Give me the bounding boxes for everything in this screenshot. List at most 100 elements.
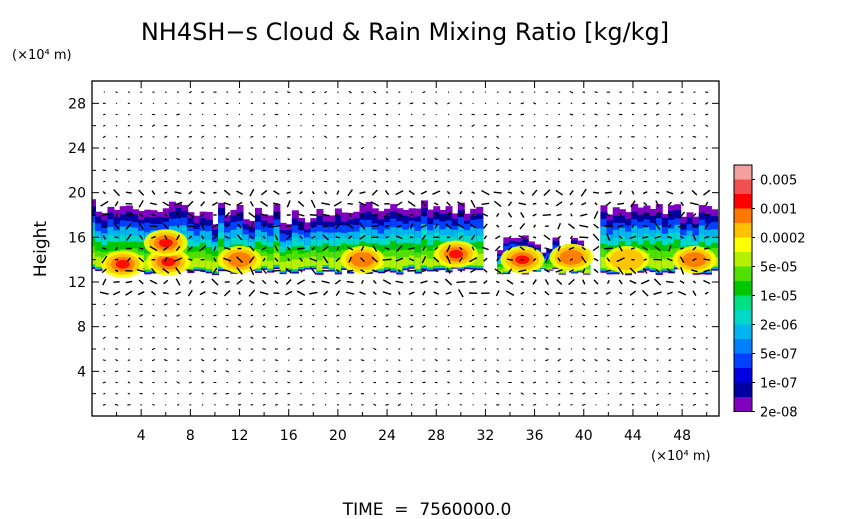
wind-vector: [176, 113, 180, 116]
wind-vector: [593, 268, 599, 274]
wind-vector: [447, 392, 450, 395]
wind-vector: [177, 169, 179, 172]
wind-vector: [238, 381, 241, 384]
wind-vector: [188, 135, 192, 138]
wind-vector: [680, 113, 684, 116]
wind-vector: [385, 392, 389, 395]
wind-vector: [705, 158, 708, 161]
wind-vector: [605, 201, 612, 207]
wind-vector: [692, 258, 697, 262]
wind-vector: [680, 191, 684, 195]
wind-vector: [272, 224, 281, 228]
wind-vector: [149, 245, 158, 252]
wind-vector: [496, 91, 499, 93]
wind-vector: [459, 359, 462, 361]
wind-vector: [139, 135, 143, 138]
wind-vector: [532, 213, 537, 217]
wind-vector: [433, 291, 440, 295]
wind-vector: [275, 303, 278, 306]
wind-vector: [373, 147, 376, 149]
wind-vector: [420, 224, 428, 229]
wind-vector: [518, 269, 527, 273]
wind-vector: [286, 191, 291, 194]
wind-vector: [457, 201, 465, 207]
wind-vector: [311, 246, 316, 251]
wind-vector: [544, 247, 550, 250]
wind-vector: [483, 235, 488, 240]
wind-vector: [200, 191, 206, 195]
wind-vector: [187, 269, 194, 273]
cloud-layer-cell: [199, 257, 207, 268]
colorbar-label: 5e-07: [760, 348, 798, 363]
cloud-core: [609, 249, 644, 271]
wind-vector: [151, 124, 156, 128]
wind-vector: [446, 190, 451, 195]
wind-vector: [236, 201, 243, 206]
wind-vector: [324, 392, 327, 395]
wind-vector: [532, 246, 537, 251]
wind-vector: [188, 169, 192, 172]
wind-vector: [654, 222, 661, 231]
wind-vector: [373, 347, 377, 351]
wind-vector: [631, 325, 635, 328]
cloud-layer-cell: [285, 261, 293, 269]
wind-vector: [175, 291, 181, 295]
wind-vector: [249, 222, 255, 231]
wind-vector: [373, 359, 376, 361]
wind-vector: [557, 257, 562, 263]
wind-vector: [631, 124, 635, 127]
wind-vector: [495, 146, 500, 150]
wind-vector: [619, 325, 622, 328]
wind-vector: [508, 404, 512, 406]
wind-vector: [395, 257, 404, 262]
wind-vector: [211, 201, 218, 206]
wind-vector: [409, 223, 414, 229]
cloud-layer-cell: [334, 258, 342, 270]
wind-vector: [113, 223, 120, 230]
wind-vector: [200, 370, 205, 373]
wind-vector: [188, 258, 193, 261]
wind-vector: [373, 180, 377, 183]
cloud-core: [448, 249, 463, 259]
wind-vector: [447, 314, 450, 317]
wind-vector: [557, 348, 561, 350]
wind-vector: [213, 325, 217, 328]
wind-vector: [300, 147, 302, 149]
wind-vector: [103, 392, 106, 395]
wind-vector: [570, 180, 573, 183]
wind-vector: [102, 234, 107, 240]
wind-vector: [223, 189, 231, 196]
wind-vector: [545, 180, 549, 183]
colorbar-swatch: [734, 295, 752, 311]
wind-vector: [606, 257, 611, 262]
wind-vector: [594, 124, 598, 127]
wind-vector: [311, 235, 316, 239]
wind-vector: [164, 347, 168, 351]
wind-vector: [213, 392, 217, 395]
wind-vector: [397, 370, 401, 373]
wind-vector: [580, 256, 587, 264]
wind-vector: [360, 113, 365, 116]
wind-vector: [469, 256, 478, 263]
wind-vector: [420, 190, 427, 195]
wind-vector: [223, 269, 232, 273]
wind-vector: [349, 303, 352, 306]
wind-vector: [250, 359, 254, 362]
wind-vector: [508, 180, 512, 183]
wind-vector: [114, 169, 119, 172]
wind-vector: [421, 269, 427, 273]
wind-vector: [656, 392, 659, 395]
wind-vector: [214, 404, 216, 406]
wind-vector: [447, 102, 450, 105]
wind-vector: [237, 359, 242, 362]
wind-vector: [100, 213, 109, 217]
wind-vector: [506, 258, 514, 261]
wind-vector: [692, 233, 697, 241]
wind-vector: [484, 348, 487, 350]
wind-vector: [410, 392, 413, 395]
wind-vector: [471, 124, 475, 128]
wind-vector: [532, 202, 537, 205]
wind-vector: [397, 102, 401, 105]
wind-vector: [348, 235, 353, 240]
wind-vector: [139, 381, 143, 384]
